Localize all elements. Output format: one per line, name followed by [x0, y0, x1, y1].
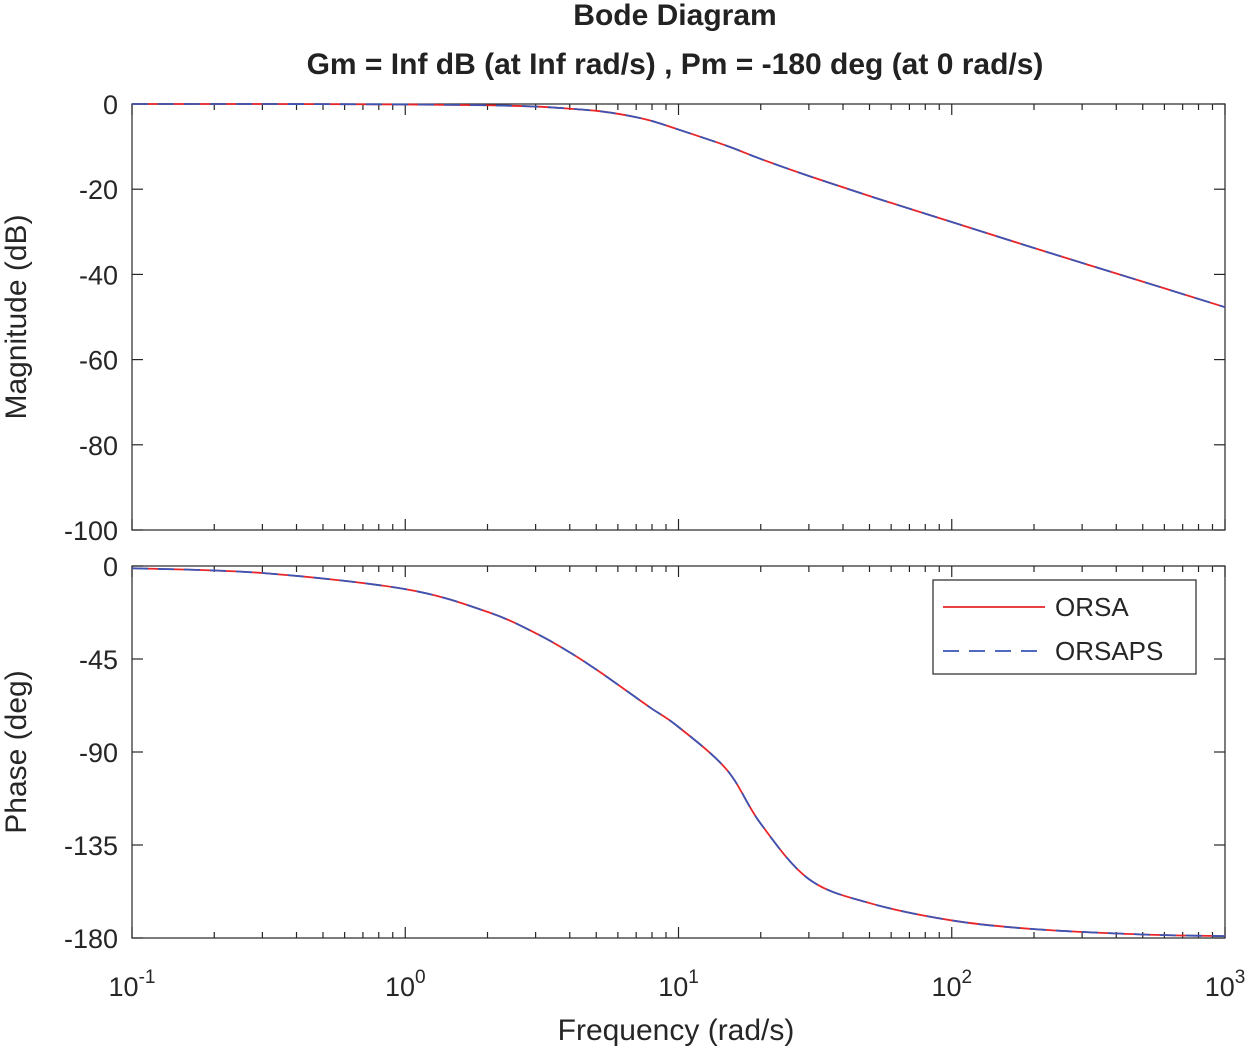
magnitude-y-tick-label: -40: [79, 260, 118, 290]
x-tick-label: 103: [1205, 967, 1246, 1002]
phase-y-axis-label: Phase (deg): [0, 670, 33, 833]
magnitude-y-tick-label: -60: [79, 346, 118, 376]
magnitude-y-tick-label: -100: [64, 516, 118, 546]
magnitude-panel: 0 -20 -40 -60 -80 -100 Magnitude (dB): [0, 90, 1226, 546]
x-tick-labels: 10-1 100 101 102 103: [109, 967, 1246, 1002]
phase-lines: [131, 567, 1226, 938]
legend: ORSA ORSAPS: [932, 579, 1197, 675]
legend-label-orsa: ORSA: [1055, 592, 1129, 622]
phase-y-tick-label: -90: [79, 738, 118, 768]
phase-y-tick-label: -135: [64, 831, 118, 861]
phase-ticks: 0 -45 -90 -135 -180: [64, 552, 1226, 954]
chart-title: Bode Diagram: [573, 0, 776, 32]
legend-label-orsaps: ORSAPS: [1055, 636, 1163, 666]
phase-y-tick-label: -180: [64, 924, 118, 954]
magnitude-y-tick-label: -80: [79, 431, 118, 461]
x-axis-label: Frequency (rad/s): [558, 1014, 795, 1047]
x-tick-label: 102: [931, 967, 972, 1002]
magnitude-y-tick-label: -20: [79, 175, 118, 205]
legend-box: [932, 579, 1197, 675]
x-tick-label: 10-1: [109, 967, 156, 1002]
magnitude-y-axis-label: Magnitude (dB): [0, 214, 33, 419]
chart-subtitle: Gm = Inf dB (at Inf rad/s) , Pm = -180 d…: [307, 48, 1044, 81]
phase-y-tick-label: -45: [79, 645, 118, 675]
magnitude-y-tick-label: 0: [103, 90, 118, 120]
phase-series-orsaps: [131, 567, 1226, 938]
magnitude-plot-area: [131, 103, 1226, 531]
x-tick-label: 101: [658, 967, 699, 1002]
x-tick-label: 100: [385, 967, 426, 1002]
magnitude-lines: [131, 103, 1226, 309]
chart-titles: Bode Diagram Gm = Inf dB (at Inf rad/s) …: [307, 0, 1044, 81]
magnitude-series-orsaps: [131, 103, 1226, 309]
phase-y-tick-label: 0: [103, 552, 118, 582]
